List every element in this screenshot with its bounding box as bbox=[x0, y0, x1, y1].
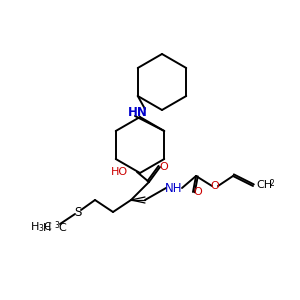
Text: C: C bbox=[58, 223, 66, 233]
Text: 2: 2 bbox=[270, 179, 275, 188]
Text: O: O bbox=[160, 162, 168, 172]
Text: 3: 3 bbox=[54, 221, 59, 230]
Text: S: S bbox=[74, 206, 82, 218]
Text: HO: HO bbox=[111, 167, 128, 177]
Text: NH: NH bbox=[165, 182, 183, 194]
Text: O: O bbox=[194, 187, 202, 197]
Text: O: O bbox=[211, 181, 219, 191]
Text: H: H bbox=[43, 223, 51, 233]
Text: $\mathregular{H_3C}$: $\mathregular{H_3C}$ bbox=[30, 220, 53, 234]
Text: HN: HN bbox=[128, 106, 148, 118]
Text: CH: CH bbox=[256, 180, 272, 190]
